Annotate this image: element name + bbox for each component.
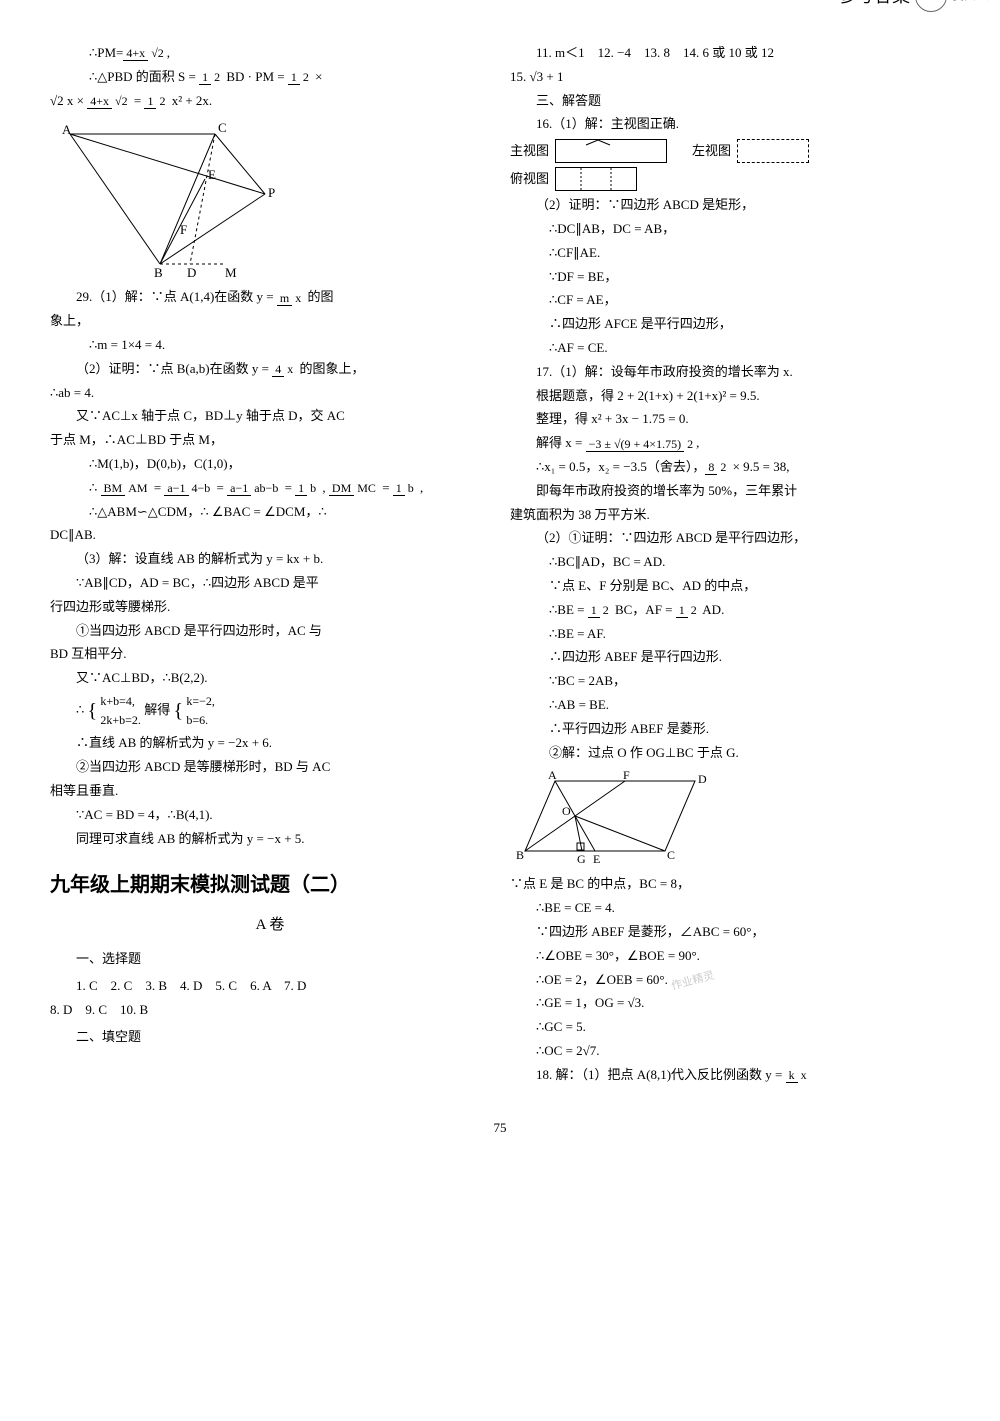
text-line: ∵BC = 2AB， <box>510 671 950 692</box>
triangle-diagram: A C B P E F D M <box>50 119 490 279</box>
svg-text:E: E <box>208 167 216 182</box>
svg-text:M: M <box>225 265 237 279</box>
text-line: ∴△PBD 的面积 S = 12 BD · PM = 12 × <box>50 67 490 88</box>
view-main-row: 主视图 左视图 <box>510 139 950 163</box>
svg-text:F: F <box>180 222 187 237</box>
text-line: DC∥AB. <box>50 525 490 546</box>
svg-text:F: F <box>623 771 630 782</box>
text-line: ∴ab = 4. <box>50 383 490 404</box>
text-line: √2 x × 4+x√2 = 12 x² + 2x. <box>50 91 490 112</box>
svg-text:D: D <box>187 265 196 279</box>
text-line: （3）解：设直线 AB 的解析式为 y = kx + b. <box>50 549 490 570</box>
text-line: 行四边形或等腰梯形. <box>50 597 490 618</box>
text-line: 11. m＜1 12. −4 13. 8 14. 6 或 10 或 12 <box>510 43 950 64</box>
page-number: 75 <box>50 1118 950 1139</box>
svg-text:E: E <box>593 852 600 866</box>
text-line: 三、解答题 <box>510 91 950 112</box>
text-line: ∴OE = 2，∠OEB = 60°. 作业精灵 <box>510 970 950 991</box>
text-line: ∴PM=4+x√2, <box>50 43 490 64</box>
rhombus-diagram: A F D B G E C O <box>510 771 950 866</box>
text-line: ∵四边形 ABEF 是菱形，∠ABC = 60°， <box>510 922 950 943</box>
view-top-row: 俯视图 <box>510 167 950 191</box>
header-subtitle: 我要飞翔 <box>952 0 1000 6</box>
text-line: ②当四边形 ABCD 是等腰梯形时，BD 与 AC <box>50 757 490 778</box>
text-line: ∵AC = BD = 4，∴B(4,1). <box>50 805 490 826</box>
text-line: ∴x₁ = 0.5，x₂ = −3.5（舍去），82 × 9.5 = 38, <box>510 457 950 478</box>
text-line: ∵点 E 是 BC 的中点，BC = 8， <box>510 874 950 895</box>
answers-line: 1. C 2. C 3. B 4. D 5. C 6. A 7. D <box>50 976 490 997</box>
text-line: ∴CF = AE， <box>510 290 950 311</box>
system-eq: ∴ { k+b=4,2k+b=2. 解得 { k=−2,b=6. <box>50 692 490 730</box>
select-title: 一、选择题 <box>50 949 490 970</box>
text-line: 15. √3 + 1 <box>510 67 950 88</box>
text-line: 整理，得 x² + 3x − 1.75 = 0. <box>510 409 950 430</box>
text-line: ∵点 E、F 分别是 BC、AD 的中点， <box>510 576 950 597</box>
text-line: 相等且垂直. <box>50 781 490 802</box>
left-column: ∴PM=4+x√2, ∴△PBD 的面积 S = 12 BD · PM = 12… <box>50 40 490 1088</box>
text-line: 根据题意，得 2 + 2(1+x) + 2(1+x)² = 9.5. <box>510 386 950 407</box>
header-icon <box>915 0 947 12</box>
text-line: ∴AB = BE. <box>510 695 950 716</box>
text-line: BD 互相平分. <box>50 644 490 665</box>
text-line: ∴CF∥AE. <box>510 243 950 264</box>
svg-text:C: C <box>218 120 227 135</box>
text-line: ∴GE = 1，OG = √3. <box>510 993 950 1014</box>
svg-text:C: C <box>667 848 675 862</box>
text-line: ∴直线 AB 的解析式为 y = −2x + 6. <box>50 733 490 754</box>
text-line: ∴m = 1×4 = 4. <box>50 335 490 356</box>
text-line: ∴∠OBE = 30°，∠BOE = 90°. <box>510 946 950 967</box>
answers-line: 8. D 9. C 10. B <box>50 1000 490 1021</box>
paper-a-title: A 卷 <box>50 913 490 937</box>
text-line: 即每年市政府投资的增长率为 50%，三年累计 <box>510 481 950 502</box>
header-title: 参考答案 <box>838 0 910 10</box>
text-line: ①当四边形 ABCD 是平行四边形时，AC 与 <box>50 621 490 642</box>
text-line: 29.（1）解：∵点 A(1,4)在函数 y = mx 的图 <box>50 287 490 308</box>
text-line: 解得 x = −3 ± √(9 + 4×1.75)2, <box>510 433 950 454</box>
text-line: 于点 M，∴AC⊥BD 于点 M， <box>50 430 490 451</box>
text-line: ∴BE = 12 BC，AF = 12 AD. <box>510 600 950 621</box>
text-line: 16.（1）解：主视图正确. <box>510 114 950 135</box>
text-line: ∴BE = CE = 4. <box>510 898 950 919</box>
text-line: ∴GC = 5. <box>510 1017 950 1038</box>
text-line: （2）证明：∵四边形 ABCD 是矩形， <box>510 195 950 216</box>
text-line: （2）证明：∵点 B(a,b)在函数 y = 4x 的图象上， <box>50 359 490 380</box>
fill-title: 二、填空题 <box>50 1027 490 1048</box>
text-line: ∴△ABM∽△CDM，∴ ∠BAC = ∠DCM，∴ <box>50 502 490 523</box>
text-line: ∴BE = AF. <box>510 624 950 645</box>
text-line: （2）①证明：∵四边形 ABCD 是平行四边形， <box>510 528 950 549</box>
text-line: ∴M(1,b)，D(0,b)，C(1,0)， <box>50 454 490 475</box>
text-line: ∴平行四边形 ABEF 是菱形. <box>510 719 950 740</box>
right-column: 11. m＜1 12. −4 13. 8 14. 6 或 10 或 12 15.… <box>510 40 950 1088</box>
svg-text:B: B <box>516 848 524 862</box>
svg-text:G: G <box>577 852 586 866</box>
text-line: 象上， <box>50 311 490 332</box>
ratio-line: ∴ BMAM = a−14−b = a−1ab−b = 1b , DMMC = … <box>50 478 490 499</box>
text-line: 建筑面积为 38 万平方米. <box>510 505 950 526</box>
text-line: ∴AF = CE. <box>510 338 950 359</box>
text-line: 18. 解：（1）把点 A(8,1)代入反比例函数 y = kx <box>510 1065 950 1086</box>
svg-text:D: D <box>698 772 707 786</box>
page-content: ∴PM=4+x√2, ∴△PBD 的面积 S = 12 BD · PM = 12… <box>50 40 950 1088</box>
text-line: ∴DC∥AB，DC = AB， <box>510 219 950 240</box>
exam-title: 九年级上期期末模拟测试题（二） <box>50 869 490 901</box>
svg-text:A: A <box>62 122 72 137</box>
svg-text:A: A <box>548 771 557 782</box>
text-line: ∵DF = BE， <box>510 267 950 288</box>
text-line: ∴BC∥AD，BC = AD. <box>510 552 950 573</box>
text-line: ∵AB∥CD，AD = BC，∴四边形 ABCD 是平 <box>50 573 490 594</box>
svg-text:O: O <box>562 804 571 818</box>
text-line: 又∵AC⊥BD，∴B(2,2). <box>50 668 490 689</box>
text-line: ∴四边形 AFCE 是平行四边形， <box>510 314 950 335</box>
watermark: 作业精灵 <box>670 967 717 995</box>
svg-text:B: B <box>154 265 163 279</box>
text-line: 又∵AC⊥x 轴于点 C，BD⊥y 轴于点 D，交 AC <box>50 406 490 427</box>
text-line: ∴四边形 ABEF 是平行四边形. <box>510 647 950 668</box>
page-header: 参考答案 我要飞翔 <box>838 0 1000 12</box>
text-line: ∴OC = 2√7. <box>510 1041 950 1062</box>
text-line: 同理可求直线 AB 的解析式为 y = −x + 5. <box>50 829 490 850</box>
text-line: 17.（1）解：设每年市政府投资的增长率为 x. <box>510 362 950 383</box>
svg-text:P: P <box>268 185 275 200</box>
text-line: ②解：过点 O 作 OG⊥BC 于点 G. <box>510 743 950 764</box>
